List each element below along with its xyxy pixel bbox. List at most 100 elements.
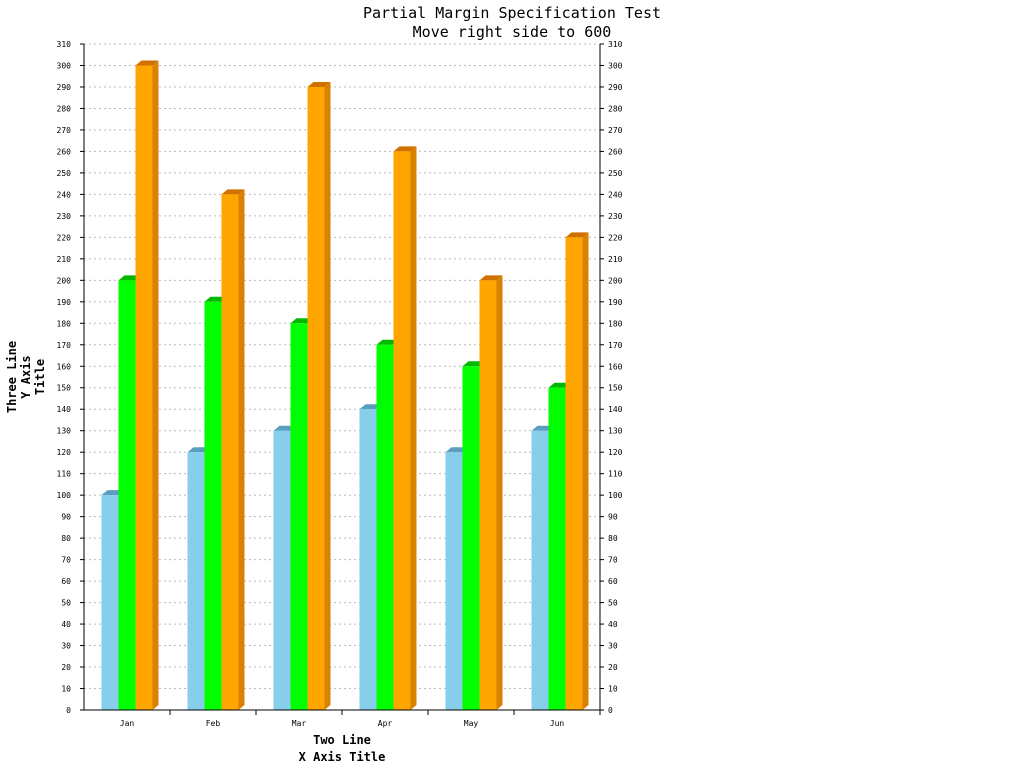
- y-tick-label-right: 80: [608, 534, 618, 543]
- bar: [479, 280, 497, 710]
- x-axis-title-line: X Axis Title: [299, 750, 386, 764]
- bar-side: [324, 81, 331, 710]
- bar: [462, 366, 480, 710]
- y-tick-label-left: 110: [57, 470, 72, 479]
- x-tick-label: May: [464, 719, 479, 728]
- chart-title: Partial Margin Specification Test: [363, 4, 661, 22]
- y-tick-label-right: 0: [608, 706, 613, 715]
- y-tick-label-left: 60: [61, 577, 71, 586]
- y-tick-label-right: 160: [608, 362, 623, 371]
- bar: [393, 151, 411, 710]
- y-tick-label-right: 10: [608, 685, 618, 694]
- bar: [135, 65, 153, 710]
- bar: [445, 452, 463, 710]
- y-tick-label-left: 240: [57, 190, 72, 199]
- gridlines: [84, 43, 600, 690]
- y-tick-label-right: 130: [608, 427, 623, 436]
- y-tick-label-left: 100: [57, 491, 72, 500]
- y-tick-label-right: 220: [608, 233, 623, 242]
- y-tick-label-right: 180: [608, 319, 623, 328]
- axis-labels: 0 0 10 10 20 20 30 30 40 40 50 50 60 60 70 70 80 80 90 90 10…: [5, 40, 623, 764]
- y-tick-label-right: 100: [608, 491, 623, 500]
- y-tick-label-left: 20: [61, 663, 71, 672]
- y-tick-label-left: 150: [57, 384, 72, 393]
- y-tick-label-right: 60: [608, 577, 618, 586]
- bar-side: [238, 189, 245, 711]
- bars: [101, 60, 589, 711]
- bar: [204, 301, 222, 710]
- x-axis-title-line: Two Line: [313, 733, 371, 747]
- y-tick-label-left: 120: [57, 448, 72, 457]
- y-tick-label-left: 40: [61, 620, 71, 629]
- y-tick-label-right: 290: [608, 83, 623, 92]
- bar: [531, 430, 549, 710]
- axes: [80, 43, 604, 715]
- y-tick-label-right: 120: [608, 448, 623, 457]
- bar: [548, 387, 566, 710]
- y-tick-label-right: 150: [608, 384, 623, 393]
- y-tick-label-right: 300: [608, 61, 623, 70]
- y-tick-label-left: 80: [61, 534, 71, 543]
- y-axis-title-line: Y Axis: [19, 355, 33, 398]
- y-tick-label-left: 200: [57, 276, 72, 285]
- y-tick-label-left: 270: [57, 126, 72, 135]
- bar-top: [479, 275, 503, 281]
- bar-top: [565, 232, 589, 238]
- chart-subtitle: Move right side to 600: [413, 23, 612, 41]
- bar-top: [135, 60, 159, 66]
- y-tick-label-right: 90: [608, 513, 618, 522]
- bar: [290, 323, 308, 710]
- y-tick-label-right: 270: [608, 126, 623, 135]
- y-tick-label-right: 70: [608, 556, 618, 565]
- bar: [565, 237, 583, 710]
- x-tick-label: Apr: [378, 719, 393, 728]
- y-tick-label-right: 50: [608, 599, 618, 608]
- x-tick-label: Mar: [292, 719, 307, 728]
- bar-side: [582, 232, 589, 710]
- y-tick-label-right: 310: [608, 40, 623, 49]
- y-tick-label-right: 30: [608, 642, 618, 651]
- y-tick-label-left: 250: [57, 169, 72, 178]
- x-tick-label: Jan: [120, 719, 135, 728]
- bar: [187, 452, 205, 710]
- y-tick-label-right: 210: [608, 255, 623, 264]
- y-tick-label-right: 250: [608, 169, 623, 178]
- y-tick-label-right: 20: [608, 663, 618, 672]
- bar: [101, 495, 119, 710]
- y-tick-label-left: 230: [57, 212, 72, 221]
- bar: [221, 194, 239, 711]
- y-tick-label-left: 310: [57, 40, 72, 49]
- bar-top: [393, 146, 417, 152]
- y-tick-label-right: 230: [608, 212, 623, 221]
- y-tick-label-left: 140: [57, 405, 72, 414]
- y-tick-label-left: 10: [61, 685, 71, 694]
- y-tick-label-right: 40: [608, 620, 618, 629]
- y-tick-label-right: 190: [608, 298, 623, 307]
- bar: [359, 409, 377, 710]
- y-tick-label-left: 280: [57, 104, 72, 113]
- y-tick-label-right: 240: [608, 190, 623, 199]
- y-tick-label-left: 220: [57, 233, 72, 242]
- y-tick-label-right: 200: [608, 276, 623, 285]
- y-tick-label-right: 140: [608, 405, 623, 414]
- y-tick-label-left: 300: [57, 61, 72, 70]
- y-tick-label-right: 280: [608, 104, 623, 113]
- y-tick-label-left: 90: [61, 513, 71, 522]
- x-tick-label: Feb: [206, 719, 221, 728]
- bar-side: [152, 60, 159, 710]
- bar-top: [307, 81, 331, 87]
- bar: [307, 86, 325, 710]
- y-tick-label-left: 260: [57, 147, 72, 156]
- bar-top: [221, 189, 245, 195]
- y-tick-label-left: 70: [61, 556, 71, 565]
- y-tick-label-right: 170: [608, 341, 623, 350]
- y-tick-label-left: 190: [57, 298, 72, 307]
- bar: [376, 344, 394, 710]
- y-tick-label-left: 180: [57, 319, 72, 328]
- bar: [273, 430, 291, 710]
- y-tick-label-left: 210: [57, 255, 72, 264]
- y-axis-title-line: Three Line: [5, 341, 19, 413]
- y-tick-label-left: 170: [57, 341, 72, 350]
- x-tick-label: Jun: [550, 719, 565, 728]
- y-axis-title-line: Title: [33, 359, 47, 395]
